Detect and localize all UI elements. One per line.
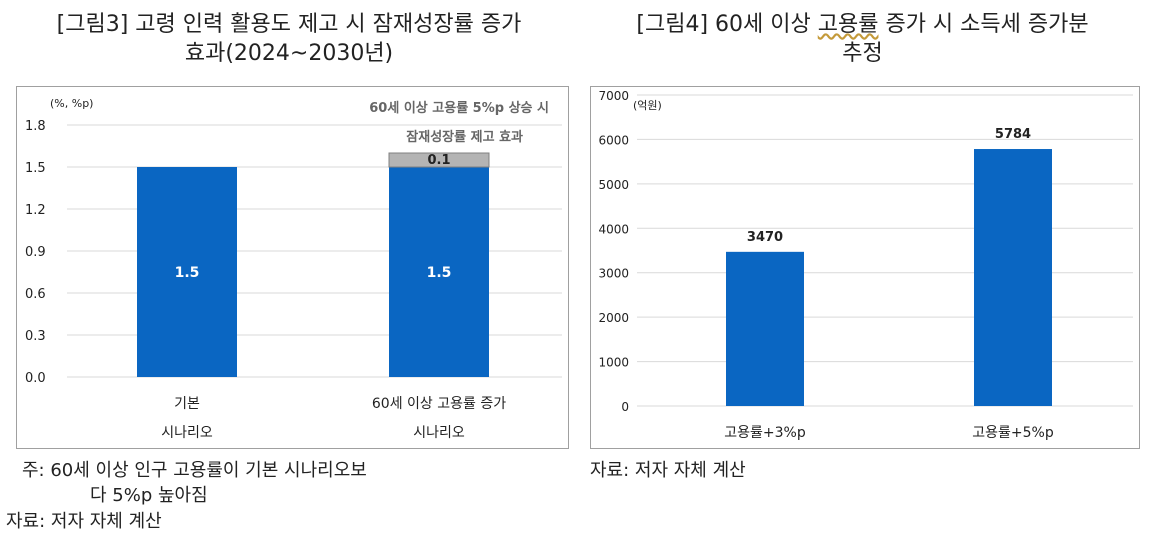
- chart3-bar-label: 1.5: [427, 265, 452, 281]
- chart4-bar: [974, 149, 1052, 406]
- figure3-title-line1: [그림3] 고령 인력 활용도 제고 시 잠재성장률 증가: [56, 12, 522, 37]
- figure3-note-line1: 주: 60세 이상 인구 고용률이 기본 시나리오보: [22, 460, 367, 481]
- chart4-category-label: 고용률+3%p: [724, 425, 806, 441]
- figure3-note-line2: 다 5%p 높아짐: [90, 485, 208, 506]
- chart4-ytick-label: 1000: [598, 356, 629, 370]
- chart3-ytick-label: 0.6: [25, 287, 46, 302]
- figure4-title-link: 고용률: [817, 12, 879, 37]
- chart4-ytick-label: 3000: [598, 267, 629, 281]
- chart3-bar: [388, 152, 490, 168]
- chart3-category-label: 기본: [174, 396, 200, 412]
- chart3-ytick-label: 0.3: [25, 329, 46, 344]
- chart4-category-label: 고용률+5%p: [972, 425, 1054, 441]
- chart4-ytick-label: 7000: [598, 89, 629, 103]
- figure4-title-line1: [그림4] 60세 이상 고용률 증가 시 소득세 증가분: [590, 10, 1135, 39]
- chart4-bar: [726, 251, 804, 406]
- chart3-ytick-label: 1.2: [25, 203, 46, 218]
- figure4-title-prefix: [그림4] 60세 이상: [636, 12, 818, 37]
- chart3-unit-label: (%, %p): [50, 97, 93, 110]
- chart4-ytick-label: 4000: [598, 222, 629, 236]
- chart4-bar-label: 5784: [995, 127, 1031, 142]
- chart4-unit-label: (억원): [633, 99, 662, 112]
- figure4-title-line2: 추정: [842, 41, 883, 66]
- figure4-source: 자료: 저자 자체 계산: [590, 460, 746, 481]
- chart3-category-label: 시나리오: [413, 425, 465, 441]
- chart3-ytick-label: 0.0: [25, 371, 46, 386]
- chart4-svg: (억원) 0 1000 2000 3000 4000 5000 6000 7000 3470 고용률…: [598, 89, 1133, 441]
- chart3-annotation: 60세 이상 고용률 5%p 상승 시: [369, 100, 549, 116]
- chart3-category-label: 시나리오: [161, 425, 213, 441]
- chart3-bar-label: 1.5: [175, 265, 200, 281]
- chart4-ytick-label: 6000: [598, 133, 629, 147]
- figure3-title-line2: 효과(2024~2030년): [184, 41, 394, 66]
- figure4-title-suffix: 증가 시 소득세 증가분: [878, 12, 1089, 37]
- chart4-bar-label: 3470: [747, 230, 783, 245]
- chart3-ytick-label: 0.9: [25, 245, 46, 260]
- chart4-ytick-label: 0: [621, 400, 629, 414]
- chart4-panel: (억원) 0 1000 2000 3000 4000 5000 6000 7000 3470 고용률…: [590, 86, 1140, 449]
- chart3-category-label: 60세 이상 고용률 증가: [372, 396, 506, 412]
- chart3-ytick-label: 1.5: [25, 161, 46, 176]
- chart3-bar: [389, 167, 489, 377]
- figure4-title: [그림4] 60세 이상 고용률 증가 시 소득세 증가분 추정: [590, 10, 1135, 68]
- chart3-bar: [137, 167, 237, 377]
- chart4-ytick-label: 5000: [598, 178, 629, 192]
- chart3-annotation: 잠재성장률 제고 효과: [406, 129, 523, 145]
- figure3-title: [그림3] 고령 인력 활용도 제고 시 잠재성장률 증가 효과(2024~20…: [14, 10, 564, 68]
- chart4-ytick-label: 2000: [598, 311, 629, 325]
- chart3-ytick-label: 1.8: [25, 119, 46, 134]
- figure3-source: 자료: 저자 자체 계산: [6, 511, 162, 532]
- chart3-bar-label: 0.1: [427, 153, 450, 168]
